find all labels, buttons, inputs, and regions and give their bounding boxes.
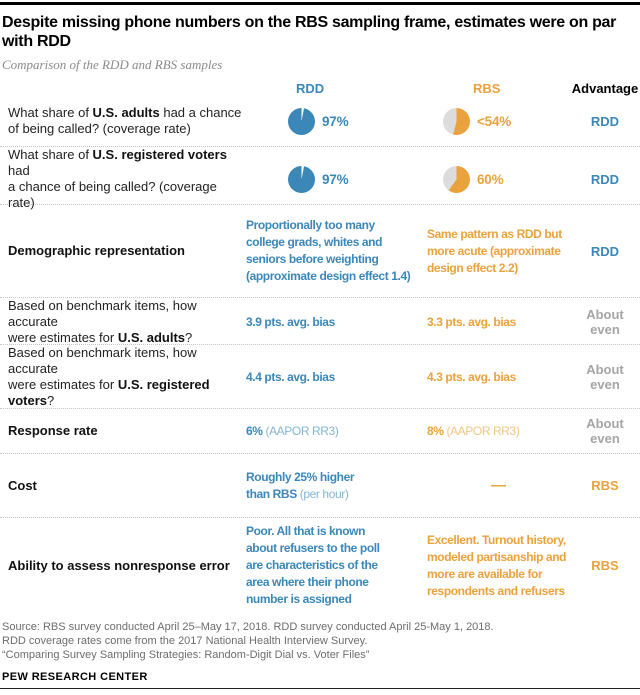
- label-text: Based on benchmark items, how accurate w…: [8, 298, 197, 345]
- rdd-value-text: 6% (AAPOR RR3): [246, 423, 427, 440]
- rbs-coverage-pie-chart: [443, 165, 470, 193]
- rdd-pie-group: 97%: [288, 165, 427, 193]
- row-coverage-voters: What share of U.S. registered voters had…: [0, 147, 640, 210]
- top-rule: [0, 2, 640, 5]
- advantage-value: RDD: [590, 171, 620, 187]
- source-notes: Source: RBS survey conducted April 25–Ma…: [2, 620, 640, 662]
- rdd-cost-note: (per hour): [296, 486, 349, 501]
- rbs-value-text: 4.3 pts. avg. bias: [427, 369, 516, 384]
- row-demographic-representation: Demographic representation Proportionall…: [0, 205, 640, 298]
- rdd-coverage-pie-chart: [288, 107, 315, 135]
- row-coverage-adults: What share of U.S. adults had a chance o…: [0, 96, 640, 147]
- source-line: Source: RBS survey conducted April 25–Ma…: [2, 621, 494, 633]
- row-benchmark-voters: Based on benchmark items, how accurate w…: [0, 345, 640, 409]
- row-label: Based on benchmark items, how accurate w…: [0, 298, 246, 346]
- label-bold-text: U.S. adults: [92, 105, 160, 120]
- rbs-value-text: Excellent. Turnout history, modeled part…: [427, 532, 567, 598]
- rdd-coverage-value: 97%: [322, 113, 349, 129]
- label-bold-text: U.S. adults: [117, 330, 186, 345]
- rbs-coverage-pie-chart: [443, 107, 470, 135]
- rdd-value-text: 4.4 pts. avg. bias: [246, 369, 335, 384]
- rdd-value-text: Proportionally too many college grads, w…: [246, 218, 411, 283]
- column-header-rdd: RDD: [296, 81, 325, 96]
- row-label: What share of U.S. adults had a chance o…: [0, 105, 246, 137]
- column-header-spacer: [0, 81, 246, 96]
- row-label: Cost: [0, 478, 246, 494]
- rbs-coverage-value: <54%: [477, 113, 512, 129]
- label-bold-text: Ability to assess nonresponse error: [8, 557, 230, 573]
- rdd-coverage-value: 97%: [322, 171, 349, 187]
- label-bold-text: U.S. registered voters: [92, 147, 227, 162]
- row-nonresponse-error: Ability to assess nonresponse error Poor…: [0, 518, 640, 613]
- label-text: Based on benchmark items, how accurate w…: [8, 345, 197, 392]
- row-label: Demographic representation: [0, 243, 246, 259]
- rbs-value-text: Same pattern as RDD but more acute (appr…: [427, 226, 562, 275]
- rdd-value-text: Roughly 25% higher than RBS (per hour): [246, 469, 427, 503]
- advantage-value: RDD: [590, 243, 620, 259]
- label-text: had a chance of being called? (coverage …: [8, 163, 217, 210]
- source-line: “Comparing Survey Sampling Strategies: R…: [2, 649, 370, 661]
- column-header-rbs: RBS: [473, 81, 501, 96]
- label-text: What share of: [8, 105, 93, 120]
- rdd-value-text: 3.9 pts. avg. bias: [246, 314, 335, 329]
- chart-title: Despite missing phone numbers on the RBS…: [2, 14, 617, 50]
- label-bold-text: Response rate: [8, 423, 98, 438]
- rbs-value-cell: 60%: [427, 165, 570, 193]
- rdd-pie-group: 97%: [288, 107, 427, 135]
- rbs-coverage-value: 60%: [477, 171, 504, 187]
- label-bold-text: U.S. registered voters: [8, 377, 210, 408]
- row-benchmark-adults: Based on benchmark items, how accurate w…: [0, 298, 640, 345]
- rbs-response-rate: 8%: [427, 423, 444, 438]
- rdd-cost-value: Roughly 25% higher than RBS: [246, 469, 355, 501]
- chart-subtitle: Comparison of the RDD and RBS samples: [2, 57, 223, 72]
- advantage-value: About even: [586, 307, 624, 337]
- rdd-value-cell: 97%: [246, 165, 427, 193]
- label-text: ?: [185, 330, 193, 345]
- row-label: Ability to assess nonresponse error: [0, 558, 246, 574]
- rdd-value-text: Poor. All that is known about refusers t…: [246, 524, 380, 606]
- advantage-value: RBS: [591, 558, 619, 573]
- rbs-response-rate-note: (AAPOR RR3): [443, 423, 520, 438]
- row-response-rate: Response rate 6% (AAPOR RR3) 8% (AAPOR R…: [0, 409, 640, 454]
- row-label: What share of U.S. registered voters had…: [0, 147, 246, 211]
- rbs-value-text: 3.3 pts. avg. bias: [427, 314, 516, 329]
- row-cost: Cost Roughly 25% higher than RBS (per ho…: [0, 454, 640, 518]
- label-text: ?: [47, 393, 55, 408]
- rbs-value-text: 8% (AAPOR RR3): [427, 423, 570, 440]
- row-label: Based on benchmark items, how accurate w…: [0, 345, 246, 409]
- rdd-response-rate: 6%: [246, 423, 263, 438]
- column-header-row: RDD RBS Advantage: [0, 81, 640, 96]
- advantage-value: About even: [586, 362, 624, 392]
- rbs-pie-group: 60%: [443, 165, 570, 193]
- advantage-value: RDD: [590, 113, 620, 129]
- rbs-value-cell: <54%: [427, 107, 570, 135]
- column-header-advantage: Advantage: [571, 81, 639, 96]
- rdd-value-cell: 97%: [246, 107, 427, 135]
- bottom-rule: [0, 688, 640, 689]
- advantage-value: About even: [586, 416, 624, 446]
- rbs-cost-dash: —: [491, 477, 506, 494]
- rdd-coverage-pie-chart: [288, 165, 315, 193]
- label-text: had a chance of being called? (coverage …: [8, 105, 242, 136]
- label-bold-text: Demographic representation: [8, 243, 185, 258]
- label-bold-text: Cost: [8, 477, 37, 493]
- rbs-pie-group: <54%: [443, 107, 570, 135]
- rdd-response-rate-note: (AAPOR RR3): [262, 423, 339, 438]
- advantage-value: RBS: [591, 478, 619, 493]
- label-text: What share of: [8, 147, 93, 162]
- row-label: Response rate: [0, 423, 246, 439]
- source-line: RDD coverage rates come from the 2017 Na…: [2, 635, 368, 647]
- pew-research-center-brand: PEW RESEARCH CENTER: [2, 671, 148, 683]
